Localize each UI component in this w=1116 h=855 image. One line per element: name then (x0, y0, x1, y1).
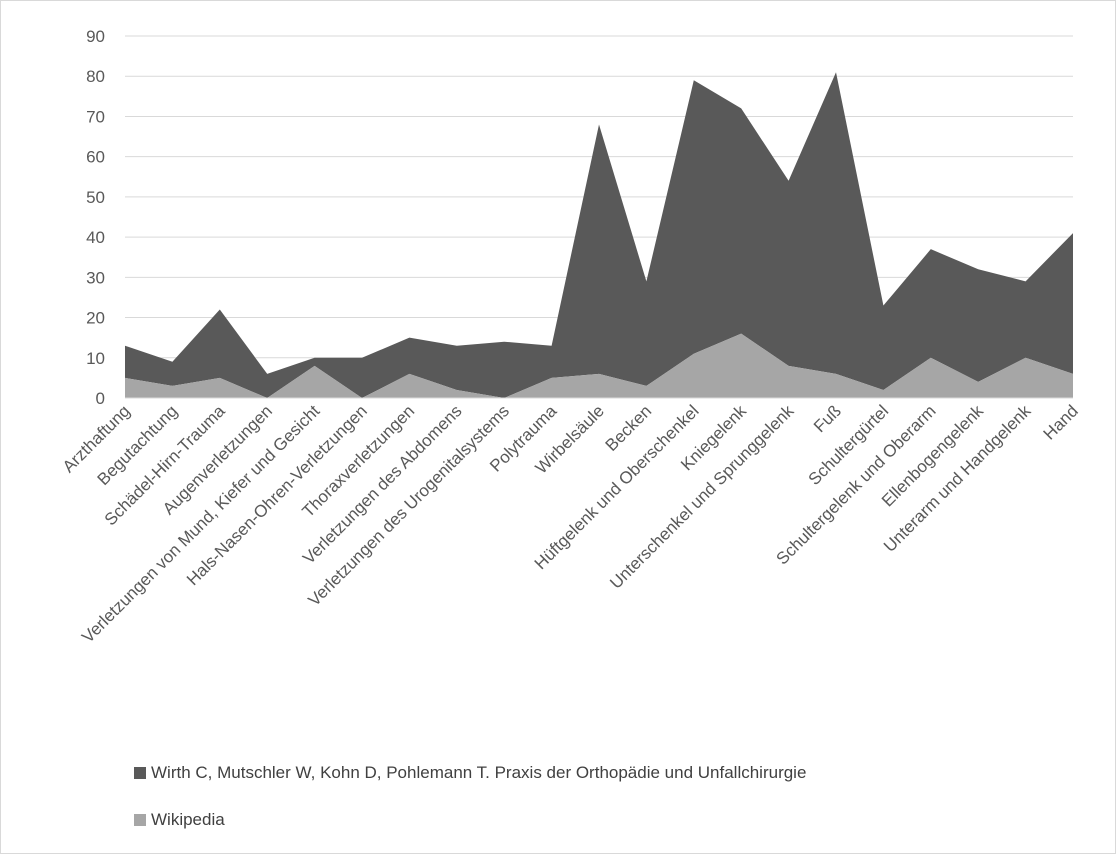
y-tick-label: 20 (86, 309, 105, 328)
x-tick-label: Hand (1040, 401, 1082, 443)
legend-label: Wikipedia (151, 810, 225, 829)
area-series-wikipedia (125, 333, 1073, 398)
legend: Wirth C, Mutschler W, Kohn D, Pohlemann … (134, 763, 806, 829)
legend-swatch (134, 767, 146, 779)
area-series-wirth (125, 72, 1073, 398)
legend-label: Wirth C, Mutschler W, Kohn D, Pohlemann … (151, 763, 806, 782)
y-tick-label: 40 (86, 228, 105, 247)
y-axis-tick-labels: 0 10 20 30 40 50 60 70 80 90 (86, 27, 105, 408)
x-axis-tick-labels: ArzthaftungBegutachtungSchädel-Hirn-Trau… (59, 401, 1082, 647)
y-tick-label: 70 (86, 107, 105, 126)
y-tick-label: 50 (86, 188, 105, 207)
y-tick-label: 10 (86, 349, 105, 368)
y-tick-label: 90 (86, 27, 105, 46)
y-tick-label: 80 (86, 67, 105, 86)
y-tick-label: 0 (96, 389, 105, 408)
y-tick-label: 30 (86, 268, 105, 287)
chart-areas (125, 72, 1073, 398)
legend-swatch (134, 814, 146, 826)
y-tick-label: 60 (86, 148, 105, 167)
x-tick-label: Fuß (810, 401, 845, 436)
